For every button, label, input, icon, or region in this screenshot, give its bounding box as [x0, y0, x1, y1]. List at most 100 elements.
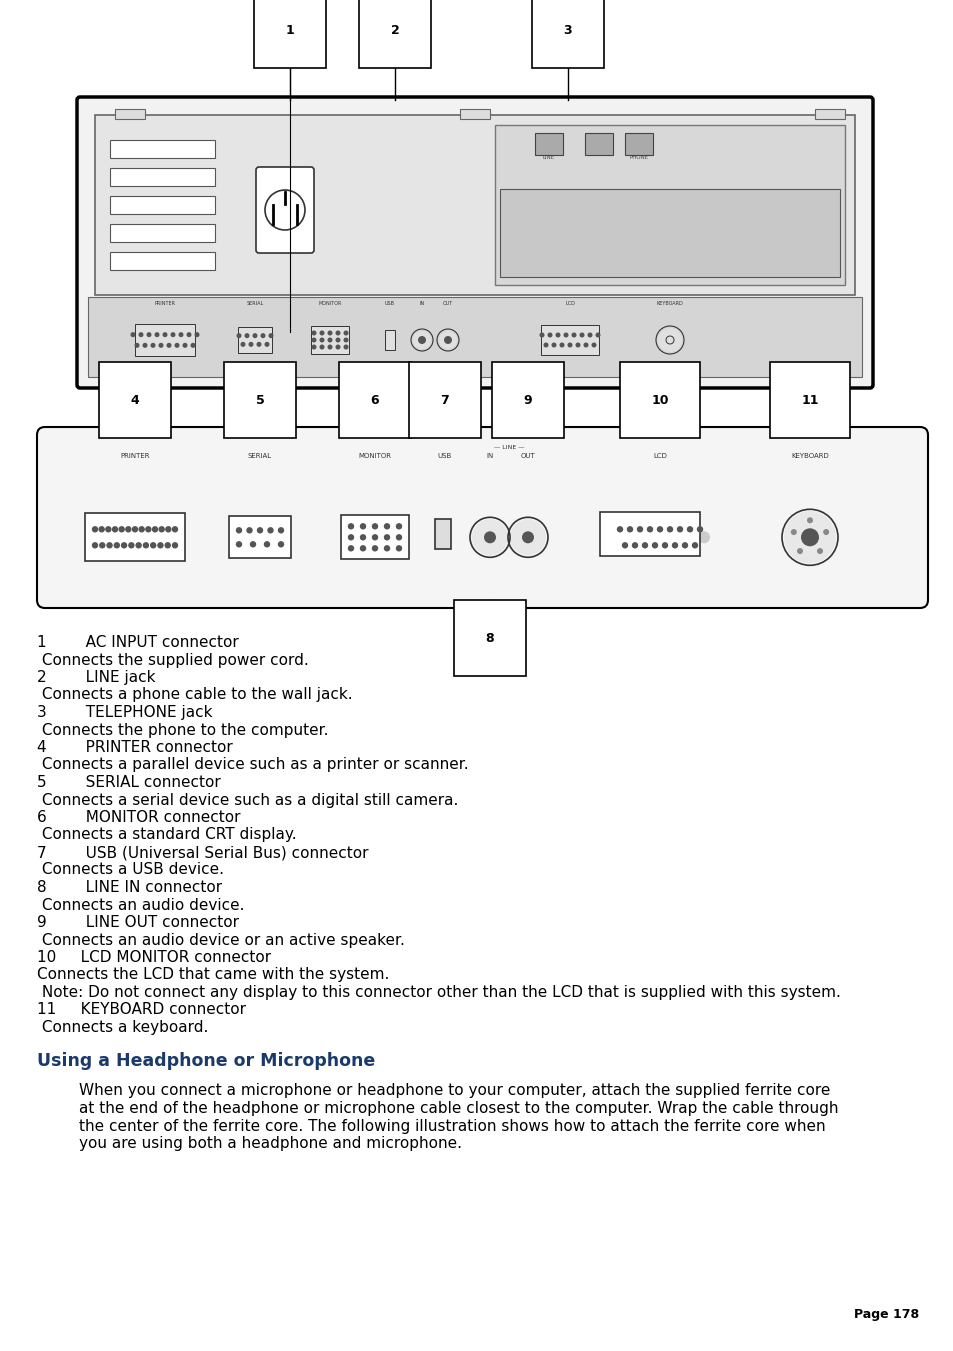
Circle shape: [320, 331, 323, 335]
Text: 2        LINE jack: 2 LINE jack: [37, 670, 155, 685]
Bar: [385, 330, 395, 350]
Circle shape: [278, 528, 283, 532]
Circle shape: [617, 527, 622, 532]
Bar: [110, 141, 214, 158]
Circle shape: [179, 332, 183, 336]
Bar: [110, 224, 214, 242]
Bar: [540, 326, 598, 355]
Circle shape: [172, 532, 183, 543]
Circle shape: [822, 530, 828, 535]
Text: 6: 6: [371, 393, 379, 407]
Circle shape: [165, 543, 170, 547]
Text: 6        MONITOR connector: 6 MONITOR connector: [37, 811, 240, 825]
Bar: [495, 126, 844, 285]
Circle shape: [328, 338, 332, 342]
Circle shape: [417, 336, 426, 345]
Circle shape: [384, 546, 389, 551]
Circle shape: [510, 519, 545, 555]
Circle shape: [637, 527, 641, 532]
Circle shape: [672, 543, 677, 547]
Circle shape: [372, 524, 377, 528]
Circle shape: [87, 532, 97, 543]
Circle shape: [583, 343, 587, 347]
Text: — LINE —: — LINE —: [494, 444, 524, 450]
Text: at the end of the headphone or microphone cable closest to the computer. Wrap th: at the end of the headphone or microphon…: [79, 1101, 838, 1116]
Bar: [85, 513, 185, 561]
Bar: [499, 189, 840, 277]
Text: Connects the supplied power cord.: Connects the supplied power cord.: [37, 653, 309, 667]
Circle shape: [592, 343, 596, 347]
Circle shape: [335, 338, 339, 342]
Circle shape: [236, 542, 241, 547]
Circle shape: [348, 546, 354, 551]
Text: Connects the phone to the computer.: Connects the phone to the computer.: [37, 723, 328, 738]
Circle shape: [335, 331, 339, 335]
Circle shape: [687, 527, 692, 532]
Circle shape: [167, 343, 171, 347]
Text: 3        TELEPHONE jack: 3 TELEPHONE jack: [37, 705, 213, 720]
Bar: [599, 512, 700, 557]
Circle shape: [139, 527, 144, 532]
Circle shape: [622, 543, 627, 547]
Bar: [535, 132, 562, 155]
Circle shape: [698, 532, 709, 543]
Circle shape: [320, 346, 323, 349]
Circle shape: [641, 543, 647, 547]
Text: SERIAL: SERIAL: [248, 453, 272, 459]
Text: Page 178: Page 178: [853, 1308, 918, 1321]
Bar: [814, 109, 844, 119]
Circle shape: [344, 346, 348, 349]
Circle shape: [396, 532, 407, 543]
Circle shape: [521, 531, 534, 543]
Circle shape: [342, 532, 354, 543]
Circle shape: [269, 334, 273, 338]
Text: OUT: OUT: [442, 301, 453, 305]
Text: 3: 3: [563, 23, 572, 36]
Circle shape: [552, 343, 556, 347]
Circle shape: [360, 546, 365, 551]
Circle shape: [588, 334, 591, 336]
Circle shape: [100, 543, 105, 547]
Circle shape: [171, 332, 174, 336]
Circle shape: [661, 543, 667, 547]
Text: Using a Headphone or Microphone: Using a Headphone or Microphone: [37, 1051, 375, 1070]
Text: MONITOR: MONITOR: [318, 301, 341, 305]
Text: Connects the LCD that came with the system.: Connects the LCD that came with the syst…: [37, 967, 389, 982]
Text: 8        LINE IN connector: 8 LINE IN connector: [37, 880, 222, 894]
Circle shape: [667, 527, 672, 532]
Text: SERIAL: SERIAL: [246, 301, 263, 305]
Circle shape: [396, 546, 401, 551]
Circle shape: [265, 343, 269, 346]
Circle shape: [163, 332, 167, 336]
Bar: [435, 519, 451, 550]
Circle shape: [677, 527, 681, 532]
Circle shape: [151, 343, 154, 347]
Circle shape: [599, 532, 611, 543]
Circle shape: [556, 334, 559, 336]
Text: MONITOR: MONITOR: [358, 453, 391, 459]
Circle shape: [152, 527, 157, 532]
Circle shape: [548, 334, 551, 336]
Circle shape: [132, 527, 137, 532]
Text: Connects a parallel device such as a printer or scanner.: Connects a parallel device such as a pri…: [37, 758, 468, 773]
Text: Connects a serial device such as a digital still camera.: Connects a serial device such as a digit…: [37, 793, 457, 808]
Circle shape: [136, 543, 141, 547]
Circle shape: [155, 332, 158, 336]
Circle shape: [257, 528, 262, 532]
Text: Connects a standard CRT display.: Connects a standard CRT display.: [37, 828, 296, 843]
Text: USB: USB: [385, 301, 395, 305]
Circle shape: [195, 332, 198, 336]
Circle shape: [231, 532, 241, 543]
Text: Connects an audio device.: Connects an audio device.: [37, 897, 244, 912]
Circle shape: [483, 531, 496, 543]
Circle shape: [135, 343, 138, 347]
Text: Connects a phone cable to the wall jack.: Connects a phone cable to the wall jack.: [37, 688, 353, 703]
Circle shape: [249, 343, 253, 346]
Text: KEYBOARD: KEYBOARD: [656, 301, 682, 305]
Bar: [459, 109, 490, 119]
Circle shape: [241, 343, 245, 346]
Text: the center of the ferrite core. The following illustration shows how to attach t: the center of the ferrite core. The foll…: [79, 1119, 824, 1133]
Bar: [584, 132, 613, 155]
Circle shape: [372, 546, 377, 551]
Bar: [88, 297, 862, 377]
